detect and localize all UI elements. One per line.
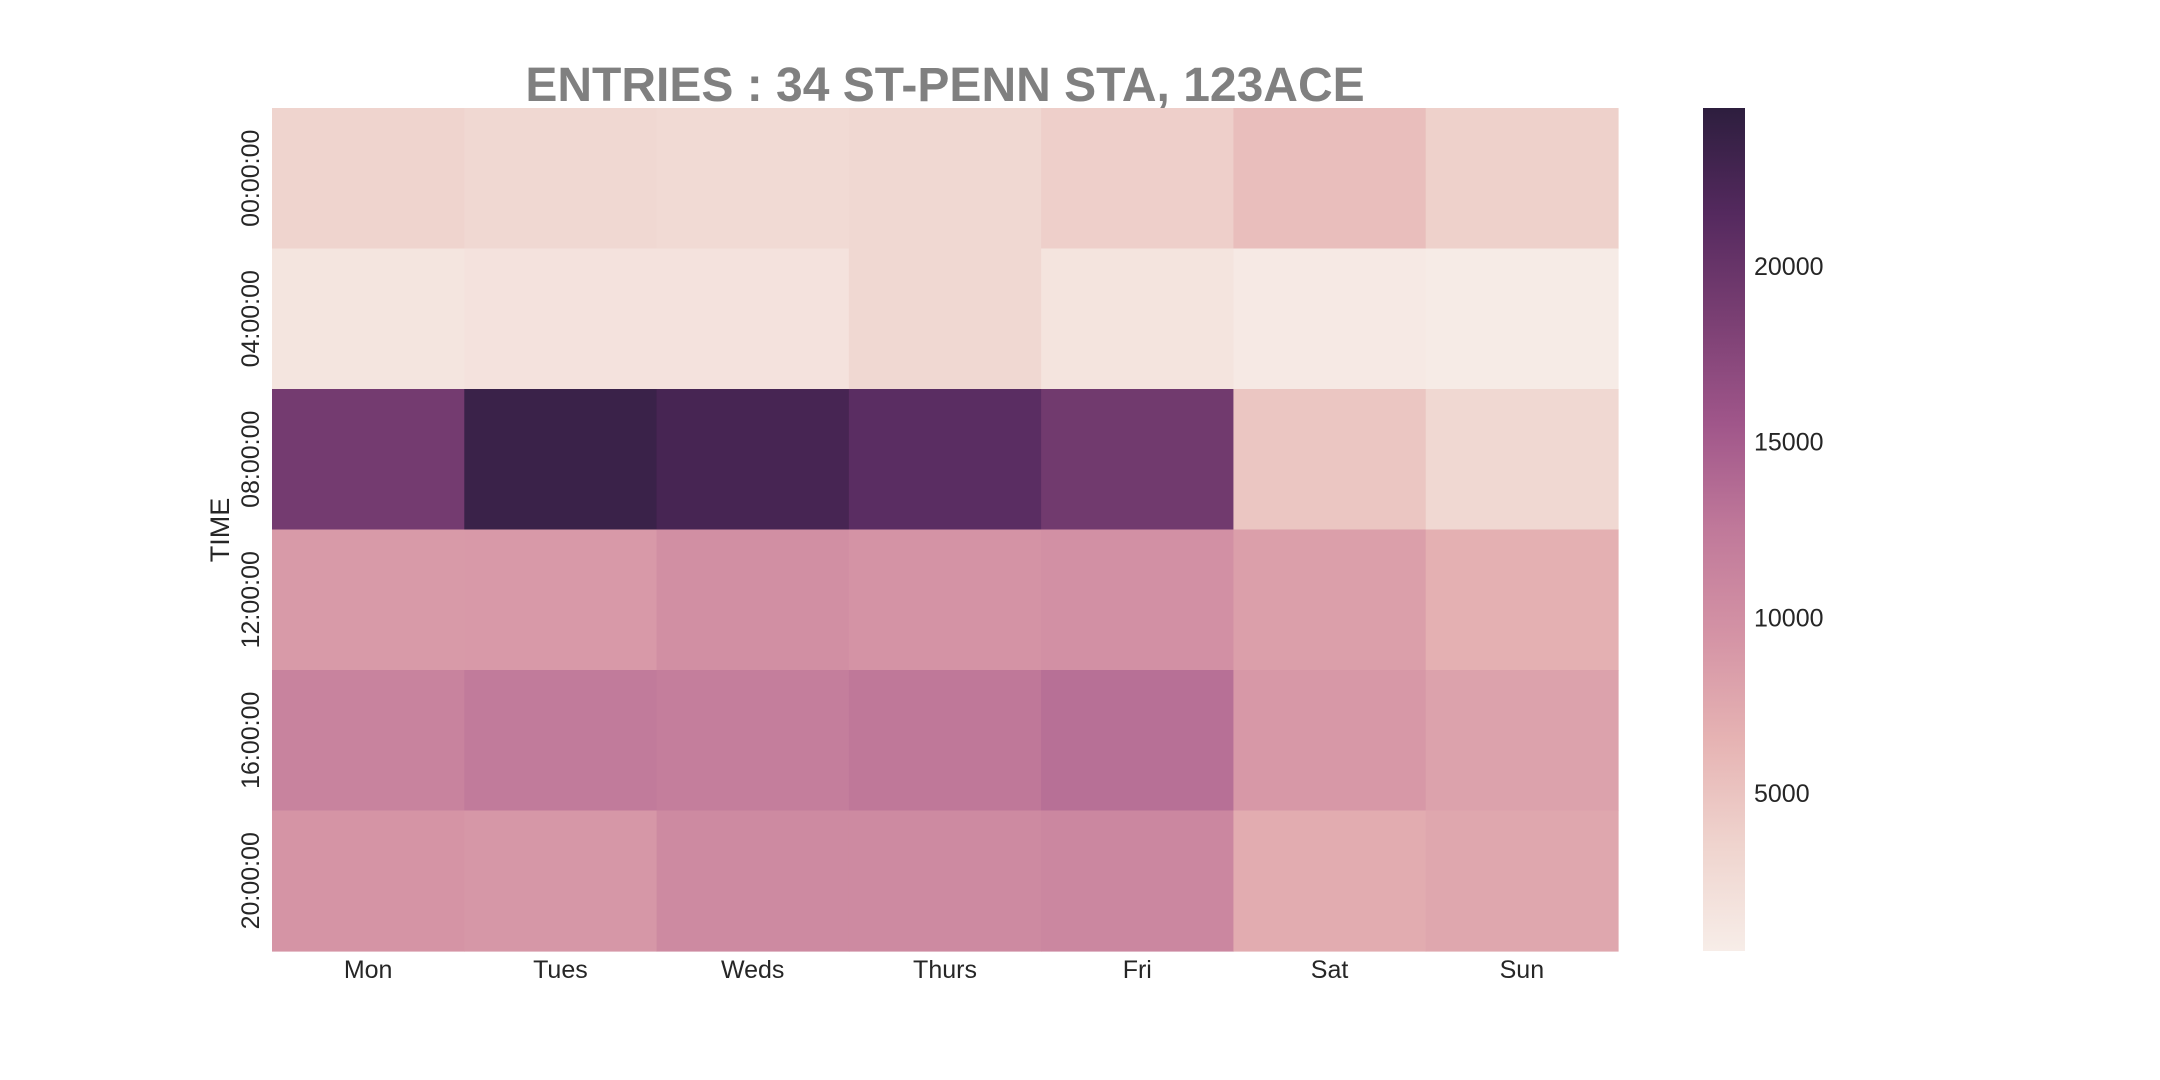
heatmap-cell: [1425, 529, 1619, 671]
x-axis-tick-labels: Mon Tues Weds Thurs Fri Sat Sun: [344, 956, 1544, 984]
heatmap-cell: [272, 810, 465, 952]
heatmap-cell: [1041, 529, 1235, 671]
y-tick-label: 08:00:00: [237, 411, 265, 508]
heatmap-cell: [1425, 248, 1619, 390]
heatmap-cell: [272, 389, 465, 531]
heatmap-cell: [656, 810, 850, 952]
colorbar-tick-label: 15000: [1754, 429, 1824, 457]
heatmap-cell: [848, 389, 1042, 531]
heatmap-cell: [848, 670, 1042, 812]
heatmap-cell: [656, 389, 850, 531]
heatmap-cell: [272, 529, 465, 671]
heatmap-cell: [1041, 810, 1235, 952]
chart-title: ENTRIES : 34 ST-PENN STA, 123ACE: [525, 59, 1364, 112]
y-axis-tick-labels: 00:00:00 04:00:00 08:00:00 12:00:00 16:00:00…: [237, 130, 265, 930]
heatmap-cell: [1425, 389, 1619, 531]
heatmap-cell: [272, 108, 465, 250]
colorbar: [1703, 108, 1745, 951]
colorbar-tick-label: 10000: [1754, 604, 1824, 632]
heatmap-cell: [656, 670, 850, 812]
heatmap-cell: [656, 529, 850, 671]
x-tick-label: Thurs: [913, 956, 977, 984]
heatmap-cell: [1233, 529, 1427, 671]
colorbar-tick-label: 20000: [1754, 253, 1824, 281]
heatmap-cell: [464, 248, 658, 390]
heatmap-cell: [848, 529, 1042, 671]
heatmap-cell: [272, 670, 465, 812]
x-tick-label: Fri: [1123, 956, 1152, 984]
heatmap-cell: [464, 810, 658, 952]
y-tick-label: 12:00:00: [237, 551, 265, 648]
y-tick-label: 04:00:00: [237, 270, 265, 367]
heatmap-cell: [464, 389, 658, 531]
heatmap-cell: [464, 108, 658, 250]
heatmap-cell: [1425, 810, 1619, 952]
heatmap-cell: [1041, 670, 1235, 812]
y-axis-label: TIME: [205, 498, 235, 563]
heatmap-cell: [1233, 108, 1427, 250]
heatmap-cell: [1041, 248, 1235, 390]
y-tick-label: 16:00:00: [237, 692, 265, 789]
heatmap-cell: [1233, 248, 1427, 390]
colorbar-tick-labels: 5000 10000 15000 20000: [1754, 253, 1824, 808]
heatmap-cells: [272, 108, 1619, 952]
x-tick-label: Mon: [344, 956, 393, 984]
heatmap-cell: [1233, 389, 1427, 531]
y-tick-label: 20:00:00: [237, 832, 265, 929]
heatmap-cell: [1041, 108, 1235, 250]
heatmap-cell: [272, 248, 465, 390]
heatmap-cell: [848, 108, 1042, 250]
heatmap-cell: [1041, 389, 1235, 531]
heatmap-cell: [656, 248, 850, 390]
x-tick-label: Sun: [1500, 956, 1544, 984]
x-tick-label: Sat: [1311, 956, 1349, 984]
x-tick-label: Tues: [533, 956, 588, 984]
heatmap-cell: [848, 248, 1042, 390]
y-tick-label: 00:00:00: [237, 130, 265, 227]
heatmap-cell: [1425, 108, 1619, 250]
heatmap-cell: [1233, 810, 1427, 952]
heatmap-cell: [464, 670, 658, 812]
heatmap-cell: [848, 810, 1042, 952]
heatmap-cell: [656, 108, 850, 250]
colorbar-tick-label: 5000: [1754, 780, 1810, 808]
heatmap-cell: [1233, 670, 1427, 812]
heatmap-cell: [1425, 670, 1619, 812]
x-tick-label: Weds: [721, 956, 784, 984]
heatmap-cell: [464, 529, 658, 671]
